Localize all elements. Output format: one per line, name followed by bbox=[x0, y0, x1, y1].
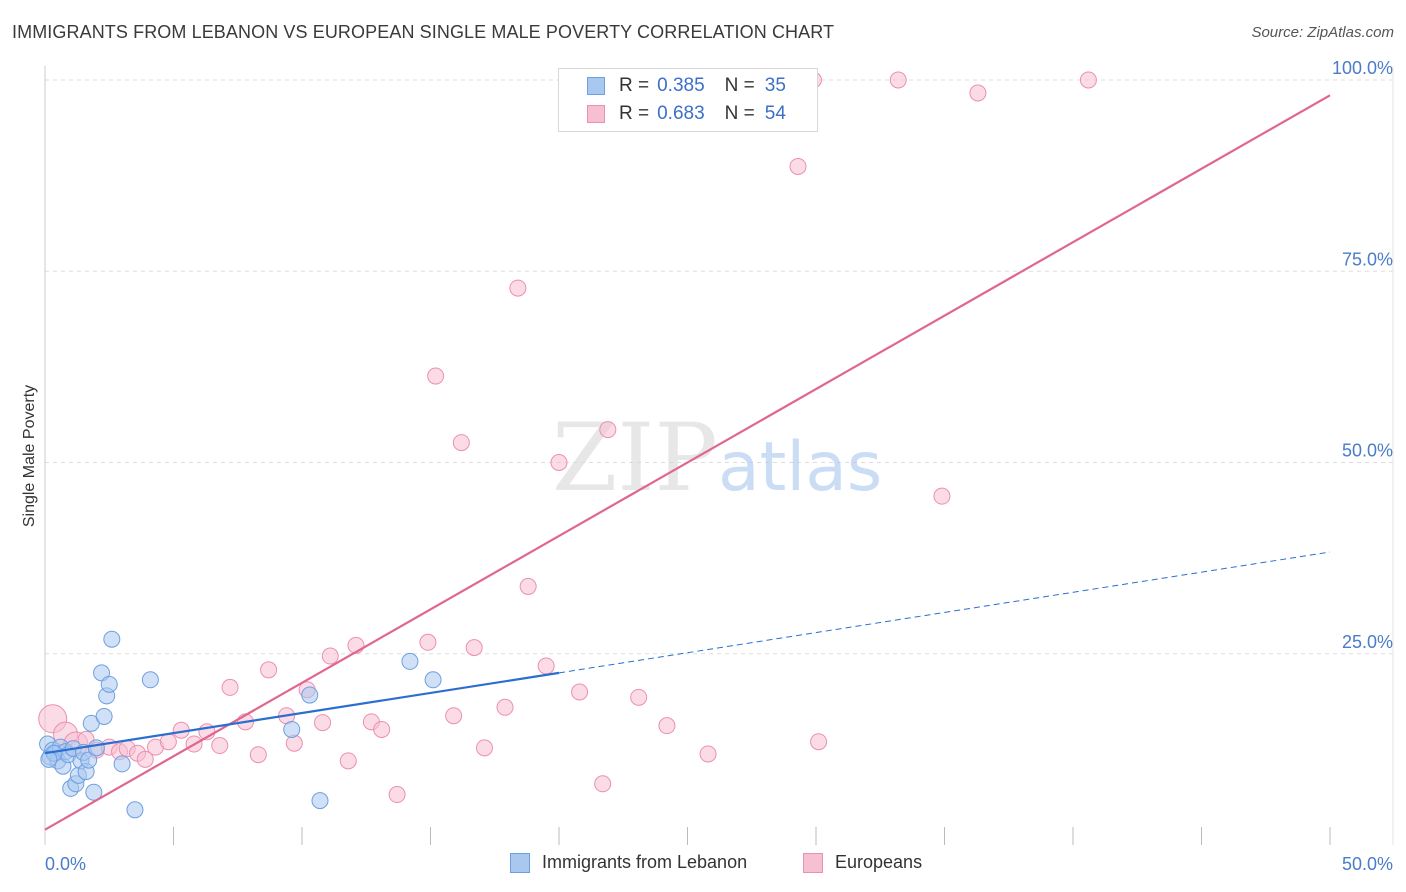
x-tick-label: 50.0% bbox=[1342, 854, 1393, 874]
lebanon-point bbox=[401, 652, 419, 670]
watermark: ZIP atlas bbox=[552, 404, 882, 513]
europeans-point bbox=[285, 734, 303, 752]
europeans-point bbox=[599, 421, 617, 439]
legend-n-label: N = bbox=[724, 103, 755, 124]
europeans-point bbox=[519, 577, 537, 595]
legend-label-lebanon: Immigrants from Lebanon bbox=[542, 852, 748, 872]
lebanon-point bbox=[113, 755, 131, 773]
europeans-point bbox=[969, 84, 987, 102]
y-tick-label: 50.0% bbox=[1342, 441, 1393, 461]
europeans-point bbox=[699, 745, 717, 763]
legend-swatch-pink bbox=[587, 105, 605, 123]
legend-r-label: R = bbox=[619, 75, 650, 96]
europeans-point bbox=[537, 657, 555, 675]
europeans-trend-line bbox=[44, 94, 1331, 831]
europeans-point bbox=[221, 678, 239, 696]
legend-n-label: N = bbox=[724, 75, 755, 96]
europeans-point bbox=[249, 746, 267, 764]
europeans-point bbox=[321, 647, 339, 665]
europeans-point bbox=[136, 750, 154, 768]
series-legend: Immigrants from Lebanon Europeans bbox=[0, 852, 1406, 878]
y-tick-labels: 25.0% 50.0% 75.0% 100.0% bbox=[1332, 58, 1393, 652]
lebanon-points bbox=[39, 630, 442, 819]
europeans-point bbox=[810, 733, 828, 751]
europeans-point bbox=[1079, 71, 1097, 89]
europeans-point bbox=[571, 683, 589, 701]
europeans-point bbox=[465, 639, 483, 657]
europeans-point bbox=[658, 717, 676, 735]
y-tick-label: 25.0% bbox=[1342, 632, 1393, 652]
europeans-point bbox=[889, 71, 907, 89]
y-tick-label: 100.0% bbox=[1332, 58, 1393, 78]
lebanon-point bbox=[95, 707, 113, 725]
europeans-point bbox=[475, 739, 493, 757]
lebanon-point bbox=[126, 801, 144, 819]
lebanon-trend-line bbox=[44, 671, 560, 755]
europeans-point bbox=[789, 157, 807, 175]
europeans-point bbox=[594, 775, 612, 793]
lebanon-point bbox=[40, 750, 58, 768]
europeans-point bbox=[314, 714, 332, 732]
europeans-point bbox=[550, 454, 568, 471]
legend-item-europeans[interactable]: Europeans bbox=[803, 852, 922, 873]
europeans-point bbox=[509, 279, 527, 297]
europeans-point bbox=[933, 487, 951, 505]
legend-swatch-blue bbox=[510, 852, 530, 873]
lebanon-point bbox=[80, 751, 98, 769]
lebanon-point bbox=[103, 630, 121, 648]
watermark-atlas: atlas bbox=[718, 428, 882, 507]
correlation-legend: R = 0.385 N = 35 R = 0.683 N = 54 bbox=[558, 68, 818, 132]
lebanon-point bbox=[424, 671, 442, 689]
lebanon-point bbox=[100, 675, 118, 693]
europeans-point bbox=[445, 707, 463, 725]
europeans-point bbox=[452, 434, 470, 452]
europeans-point bbox=[339, 752, 357, 770]
europeans-point bbox=[373, 720, 391, 738]
lebanon-trend-extension bbox=[558, 551, 1331, 674]
grid-lines bbox=[45, 79, 1395, 655]
trend-lines bbox=[44, 94, 1331, 831]
europeans-point bbox=[260, 661, 278, 679]
europeans-point bbox=[419, 633, 437, 651]
europeans-point bbox=[630, 688, 648, 706]
legend-label-europeans: Europeans bbox=[835, 852, 923, 872]
chart-source: Source: ZipAtlas.com bbox=[1251, 24, 1394, 41]
legend-row-lebanon: R = 0.385 N = 35 bbox=[559, 73, 786, 99]
legend-r-value: 0.683 bbox=[657, 103, 705, 124]
y-tick-label: 75.0% bbox=[1342, 249, 1393, 269]
y-axis-label: Single Male Poverty bbox=[21, 385, 38, 527]
x-tick-labels: 0.0% 50.0% bbox=[45, 854, 1393, 874]
lebanon-point bbox=[301, 686, 319, 704]
europeans-point bbox=[388, 786, 406, 804]
lebanon-point bbox=[87, 739, 105, 757]
x-tick-label: 0.0% bbox=[45, 854, 86, 874]
legend-r-value: 0.385 bbox=[657, 75, 705, 96]
lebanon-point bbox=[283, 720, 301, 738]
chart-title: IMMIGRANTS FROM LEBANON VS EUROPEAN SING… bbox=[12, 22, 835, 42]
legend-r-label: R = bbox=[619, 103, 650, 124]
europeans-point bbox=[211, 737, 229, 755]
legend-item-lebanon[interactable]: Immigrants from Lebanon bbox=[510, 852, 747, 873]
europeans-point bbox=[496, 698, 514, 716]
legend-swatch-pink bbox=[803, 852, 823, 873]
lebanon-point bbox=[85, 783, 103, 801]
lebanon-point bbox=[311, 792, 329, 810]
legend-row-europeans: R = 0.683 N = 54 bbox=[559, 101, 786, 127]
lebanon-point bbox=[141, 671, 159, 689]
europeans-point bbox=[159, 733, 177, 751]
watermark-zip: ZIP bbox=[552, 404, 718, 513]
legend-swatch-blue bbox=[587, 77, 605, 95]
legend-n-value: 54 bbox=[764, 103, 786, 124]
legend-n-value: 35 bbox=[764, 75, 786, 96]
europeans-point bbox=[427, 367, 445, 385]
